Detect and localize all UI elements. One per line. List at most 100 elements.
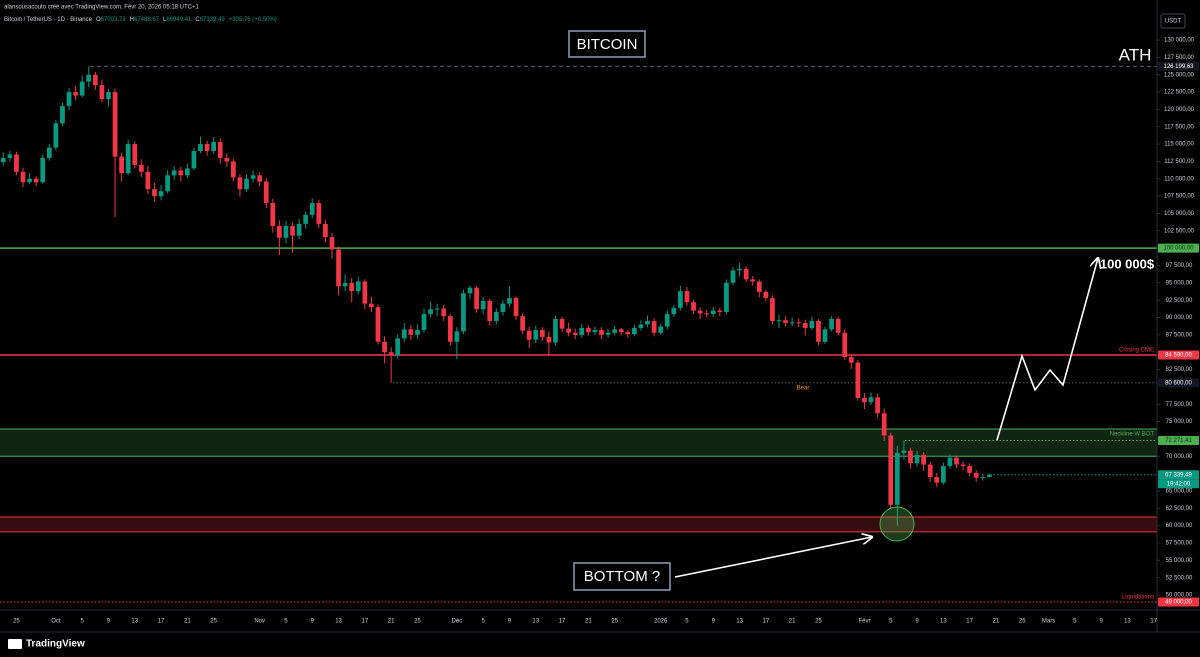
y-tick-label: 55 000,00 (1166, 558, 1193, 564)
candle-body (152, 189, 157, 197)
countdown-tag (1158, 479, 1199, 489)
candle-body (316, 203, 322, 224)
candle-body (618, 329, 624, 333)
candle-body (244, 178, 249, 190)
candle-body (651, 320, 657, 333)
projection-arrow (996, 258, 1098, 441)
candle-body (599, 330, 604, 335)
candle-body (625, 332, 631, 335)
y-tick-label: 77 500,00 (1166, 402, 1193, 408)
candle-body (33, 178, 39, 183)
y-tick-label: 107 500,00 (1164, 194, 1195, 200)
candle-body (263, 181, 269, 204)
x-tick-label: 9 (107, 619, 111, 625)
candle-body (585, 327, 591, 333)
y-tick-label: 105 000,00 (1164, 211, 1195, 217)
x-tick-label: 5 (284, 619, 288, 625)
bear-label: Bear (797, 386, 810, 392)
candle-body (763, 291, 769, 299)
candle-body (112, 92, 118, 157)
x-tick-label: 5 (685, 619, 689, 625)
y-tick-label: 90 000,00 (1166, 315, 1193, 321)
x-tick-label: Nov (254, 619, 265, 625)
zone (0, 516, 1157, 532)
candle-body (875, 397, 880, 414)
candle-body (717, 310, 723, 312)
x-tick-label: 17 (1150, 619, 1157, 625)
candle-body (178, 170, 184, 176)
candle-body (99, 85, 105, 99)
candle-body (743, 268, 749, 280)
candle-body (724, 282, 729, 312)
y-tick-label: 75 000,00 (1166, 419, 1193, 425)
candle-body (816, 320, 821, 342)
candle-body (20, 171, 26, 183)
header-credit: alansousacouto créé avec TradingView.com… (4, 5, 199, 11)
x-tick-label: 21 (184, 619, 191, 625)
x-tick-label: 13 (1124, 619, 1131, 625)
x-tick-label: 13 (532, 619, 539, 625)
candle-body (908, 450, 913, 464)
candle-body (60, 105, 65, 124)
candle-body (283, 225, 289, 238)
candle-body (921, 454, 926, 465)
y-tick-label: 115 000,00 (1164, 142, 1194, 148)
candle-body (0, 157, 6, 163)
candle-body (954, 457, 959, 465)
candle-body (678, 291, 683, 308)
x-tick-label: 5 (482, 619, 486, 625)
candle-body (467, 287, 473, 294)
candle-body (888, 435, 894, 505)
candle-body (487, 300, 493, 321)
candle-body (447, 316, 453, 342)
candle-body (434, 308, 440, 310)
candle-body (401, 329, 407, 339)
candle-body (40, 157, 46, 183)
currency-button[interactable] (1160, 13, 1186, 29)
legend-value: O (96, 17, 101, 23)
candle-body (79, 81, 85, 96)
price-tag-label: 49 000,00 (1165, 600, 1192, 606)
price-tag (1158, 243, 1199, 253)
zone-label: Neckline W BOT (1110, 432, 1155, 438)
legend-value: 67488,67 (134, 17, 160, 23)
candle-body (579, 327, 585, 335)
candle-body (277, 225, 282, 238)
candle-body (257, 175, 263, 182)
candle-body (848, 357, 854, 363)
candle-body (638, 324, 644, 328)
candle-body (474, 287, 479, 310)
legend-value: C (195, 17, 200, 23)
candle-body (664, 314, 670, 327)
candle-body (710, 310, 716, 315)
candle-body (776, 320, 782, 322)
candle-body (480, 300, 486, 310)
footer (0, 632, 1200, 657)
legend-value: H (130, 17, 134, 23)
y-tick-label: 92 500,00 (1166, 298, 1193, 304)
candle-body (546, 336, 552, 343)
candle-body (342, 282, 348, 287)
candle-body (756, 281, 762, 292)
candle-body (7, 154, 13, 158)
candle-body (645, 320, 650, 325)
candle-body (66, 92, 72, 106)
candle-body (428, 309, 433, 315)
zone (0, 429, 1157, 457)
candle-body (217, 142, 223, 158)
candle-body (231, 161, 236, 178)
candle-body (191, 151, 197, 169)
candle-body (934, 477, 940, 483)
candle-body (224, 157, 230, 162)
x-tick-label: 17 (559, 619, 566, 625)
x-tick-label: 13 (131, 619, 138, 625)
candle-body (388, 352, 394, 356)
candle-body (671, 307, 677, 315)
currency-label[interactable]: USDT (1165, 19, 1182, 25)
candle-body (894, 452, 900, 505)
y-tick-label: 97 500,00 (1166, 263, 1193, 269)
x-tick-label: 5 (1073, 619, 1077, 625)
candle-body (461, 293, 466, 332)
